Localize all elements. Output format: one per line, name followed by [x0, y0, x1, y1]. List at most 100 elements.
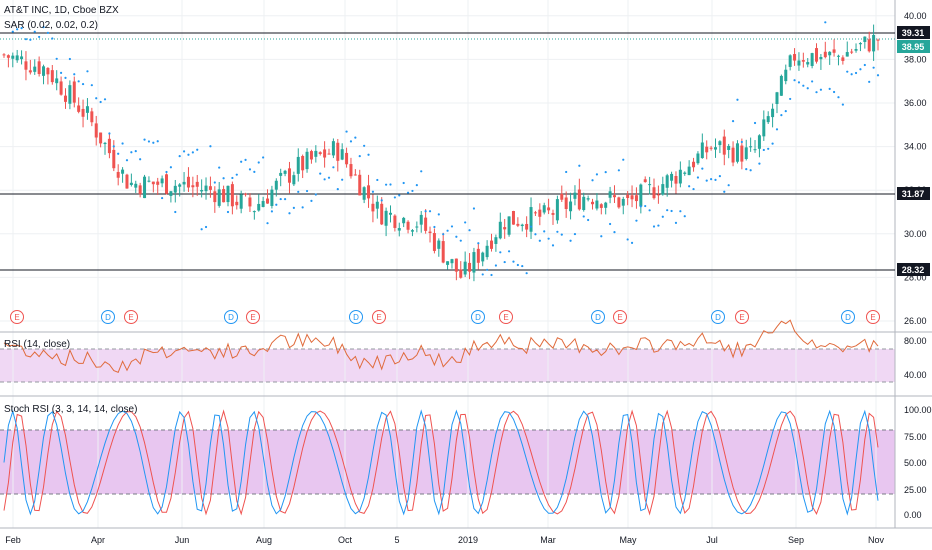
earnings-marker[interactable] — [735, 310, 749, 324]
sar-dot — [876, 74, 880, 77]
sar-dot — [363, 144, 366, 147]
candle-body — [134, 183, 138, 188]
sar-dot — [499, 251, 502, 254]
candle-body — [867, 39, 871, 52]
sar-dot — [446, 229, 449, 232]
candle-body — [226, 185, 230, 203]
sar-legend[interactable]: SAR (0.02, 0.02, 0.2) — [4, 20, 98, 31]
candle-body — [700, 142, 704, 159]
candle-body — [63, 95, 67, 102]
candle-body — [573, 192, 577, 199]
sar-dot — [213, 181, 216, 184]
candle-body — [485, 245, 489, 258]
time-axis[interactable]: Feb Apr Jun Aug Oct 5 2019 Mar May Jul Sep Nov — [5, 535, 884, 545]
dividend-marker[interactable] — [349, 310, 363, 324]
sar-dot — [130, 151, 133, 154]
candle-body — [727, 145, 731, 150]
candle-body — [393, 215, 397, 228]
level-tag-high-text: 39.31 — [902, 28, 925, 38]
earnings-marker[interactable] — [10, 310, 24, 324]
event-label: E — [870, 313, 875, 322]
dividend-marker[interactable] — [841, 310, 855, 324]
candle-body — [77, 105, 81, 112]
candle-body — [33, 66, 37, 72]
sar-dot — [775, 128, 779, 131]
candle-body — [784, 69, 788, 82]
candle-body — [459, 269, 463, 278]
sar-dot — [793, 79, 796, 82]
time-axis-label: Aug — [256, 535, 272, 545]
dividend-marker[interactable] — [591, 310, 605, 324]
stoch-legend[interactable]: Stoch RSI (3, 3, 14, 14, close) — [4, 404, 137, 415]
candle-body — [744, 147, 748, 160]
rsi-legend[interactable]: RSI (14, close) — [4, 339, 70, 350]
candle-body — [6, 55, 10, 58]
sar-dot — [95, 97, 98, 100]
earnings-marker[interactable] — [613, 310, 627, 324]
candle-body — [582, 196, 586, 210]
earnings-marker[interactable] — [372, 310, 386, 324]
time-axis-label: Jun — [175, 535, 190, 545]
candle-body — [586, 198, 590, 200]
sar-dot — [204, 225, 208, 229]
sar-dot — [415, 184, 418, 187]
candle-body — [516, 223, 520, 226]
time-axis-label: Jul — [706, 535, 718, 545]
sar-dot — [33, 30, 36, 33]
candle-body — [138, 185, 142, 195]
candle-body — [608, 191, 612, 198]
dividend-marker[interactable] — [471, 310, 485, 324]
sar-dot — [863, 63, 866, 67]
candle-body — [525, 223, 529, 230]
earnings-marker[interactable] — [866, 310, 880, 324]
sar-dot — [723, 190, 726, 193]
candle-body — [200, 189, 204, 192]
dividend-marker[interactable] — [224, 310, 238, 324]
sar-dot — [398, 194, 401, 197]
candle-body — [498, 221, 502, 239]
candle-body — [441, 241, 445, 263]
dividend-marker[interactable] — [101, 310, 115, 324]
candle-body — [103, 142, 107, 145]
candle-body — [208, 186, 212, 190]
candle-body — [542, 205, 546, 213]
candle-body — [511, 210, 515, 225]
candle-body — [367, 185, 371, 199]
candle-body — [239, 194, 243, 209]
candle-body — [472, 252, 476, 273]
sar-dot — [718, 175, 721, 178]
price-axis-tick: 38.00 — [904, 54, 927, 64]
event-label: D — [228, 313, 234, 322]
candles-layer — [2, 24, 880, 282]
candle-body — [520, 224, 524, 227]
candle-body — [801, 60, 805, 62]
sar-dot — [385, 183, 388, 186]
sar-dot — [108, 132, 111, 135]
candle-body — [252, 211, 256, 213]
time-axis-label: 5 — [394, 535, 399, 545]
candle-body — [213, 191, 217, 203]
sar-dot — [705, 179, 708, 182]
candle-body — [292, 175, 296, 185]
earnings-marker[interactable] — [124, 310, 138, 324]
stoch-axis-tick-50: 50.00 — [904, 458, 927, 468]
earnings-marker[interactable] — [246, 310, 260, 324]
sar-dot — [604, 171, 607, 174]
candle-body — [793, 54, 797, 61]
candle-body — [182, 181, 186, 185]
earnings-marker[interactable] — [499, 310, 513, 324]
candle-body — [336, 142, 340, 161]
candle-body — [55, 78, 59, 84]
sar-dot — [314, 193, 317, 196]
sar-dot — [832, 90, 836, 94]
price-pane[interactable] — [0, 0, 895, 331]
sar-dot — [626, 238, 629, 241]
candle-body — [670, 173, 674, 181]
dividend-marker[interactable] — [711, 310, 725, 324]
candle-body — [362, 187, 366, 200]
sar-dot — [73, 73, 76, 76]
sar-dot — [850, 73, 853, 76]
symbol-legend[interactable]: AT&T INC, 1D, Cboe BZX — [4, 5, 119, 16]
